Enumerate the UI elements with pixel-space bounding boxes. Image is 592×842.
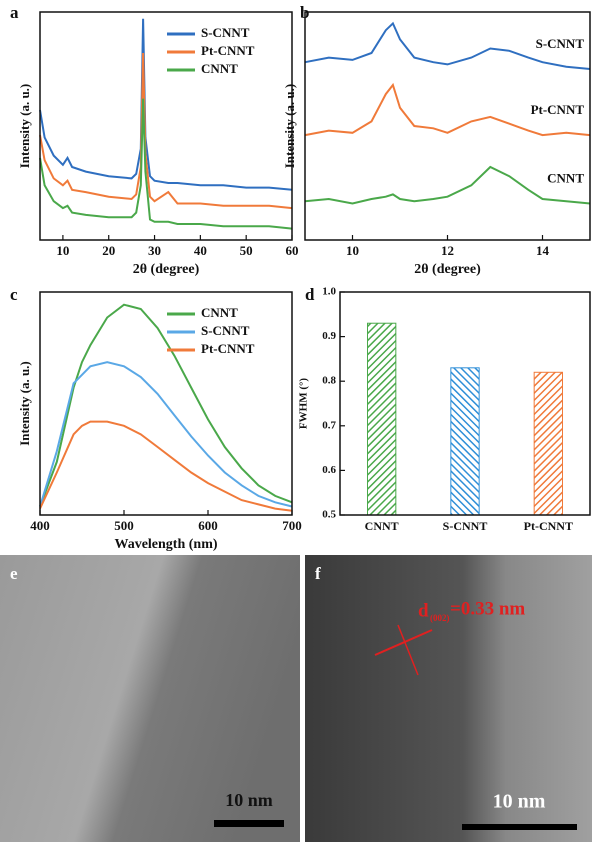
plot-frame: [304, 11, 591, 241]
x-tick-label: 50: [240, 243, 253, 258]
legend-label: CNNT: [201, 305, 238, 320]
lattice-line: [397, 624, 419, 676]
line-series: [304, 82, 591, 137]
lattice-arrow: [374, 629, 433, 656]
y-tick-label: 0.6: [322, 464, 336, 476]
legend-label: S-CNNT: [201, 323, 250, 338]
x-tick-label: 10: [56, 243, 69, 258]
legend-label: Pt-CNNT: [201, 43, 255, 58]
series-label: S-CNNT: [536, 36, 585, 51]
y-tick-label: 0.8: [322, 375, 336, 387]
panel-label: a: [10, 3, 19, 22]
x-tick-label: S-CNNT: [443, 519, 488, 533]
line-series: [304, 21, 591, 70]
panel-label: f: [315, 564, 321, 583]
plot-frame: [39, 11, 293, 241]
panel-label: d: [305, 285, 315, 304]
x-tick-label: Pt-CNNT: [524, 519, 573, 533]
bar: [450, 367, 480, 516]
x-tick-label: 30: [148, 243, 161, 258]
tem-image: [0, 555, 300, 842]
annotation-symbol: d: [418, 600, 429, 621]
scale-label: 10 nm: [225, 790, 273, 810]
y-tick-label: 1.0: [322, 286, 336, 298]
line-series: [39, 361, 293, 508]
x-tick-label: 600: [198, 518, 218, 533]
line-series: [304, 165, 591, 205]
image-e: e 10 nm: [0, 555, 300, 842]
x-tick-label: 60: [286, 243, 299, 258]
x-tick-label: 700: [282, 518, 302, 533]
x-tick-label: 500: [114, 518, 134, 533]
chart-a: a Intensity (a. u.) 10 20 30 40 50 60 2θ (degree…: [10, 3, 299, 277]
chart-c: c Intensity (a. u.) 400 500 600 700 Wavelength…: [10, 285, 302, 552]
x-axis-label: 2θ (degree): [133, 262, 200, 277]
y-axis-label: Intensity (a. u.): [17, 361, 32, 446]
x-tick-label: 12: [441, 243, 454, 258]
bar: [367, 322, 397, 516]
panel-label: e: [10, 564, 18, 583]
legend-label: Pt-CNNT: [201, 341, 255, 356]
scale-bar: [462, 824, 577, 830]
panel-label: c: [10, 285, 18, 304]
tem-image: [305, 555, 592, 842]
annotation-subscript: (002): [430, 613, 450, 623]
bar: [533, 371, 564, 516]
image-f: f d (002) =0.33 nm 10 nm: [305, 555, 592, 842]
x-axis-label: Wavelength (nm): [114, 537, 217, 552]
scale-bar: [214, 820, 284, 827]
x-tick-label: 10: [346, 243, 359, 258]
plot-frame: [39, 291, 293, 516]
x-tick-label: CNNT: [365, 519, 399, 533]
series-label: CNNT: [547, 171, 584, 186]
x-axis-label: 2θ (degree): [414, 262, 481, 277]
y-tick-label: 0.5: [322, 509, 336, 521]
line-series: [39, 98, 293, 230]
y-axis-label: Intensity (a. u.): [282, 84, 297, 169]
series-label: Pt-CNNT: [531, 102, 585, 117]
scale-label: 10 nm: [493, 791, 546, 813]
x-tick-label: 14: [536, 243, 550, 258]
y-axis-label: FWHM (°): [298, 378, 310, 429]
line-series: [39, 52, 293, 210]
annotation-text: =0.33 nm: [450, 598, 525, 619]
line-series: [39, 420, 293, 512]
x-tick-label: 40: [194, 243, 207, 258]
line-series: [39, 303, 293, 507]
legend-label: S-CNNT: [201, 25, 250, 40]
y-axis-label: Intensity (a. u.): [17, 84, 32, 169]
x-tick-label: 20: [102, 243, 115, 258]
legend-label: CNNT: [201, 61, 238, 76]
x-tick-label: 400: [30, 518, 50, 533]
plot-frame: [339, 291, 591, 516]
chart-d: d FWHM (°) 0.5 0.6 0.7 0.8 0.9 1.0 CNNT S-CNNT Pt-…: [298, 285, 591, 533]
y-tick-label: 0.7: [322, 419, 336, 431]
y-tick-label: 0.9: [322, 330, 336, 342]
